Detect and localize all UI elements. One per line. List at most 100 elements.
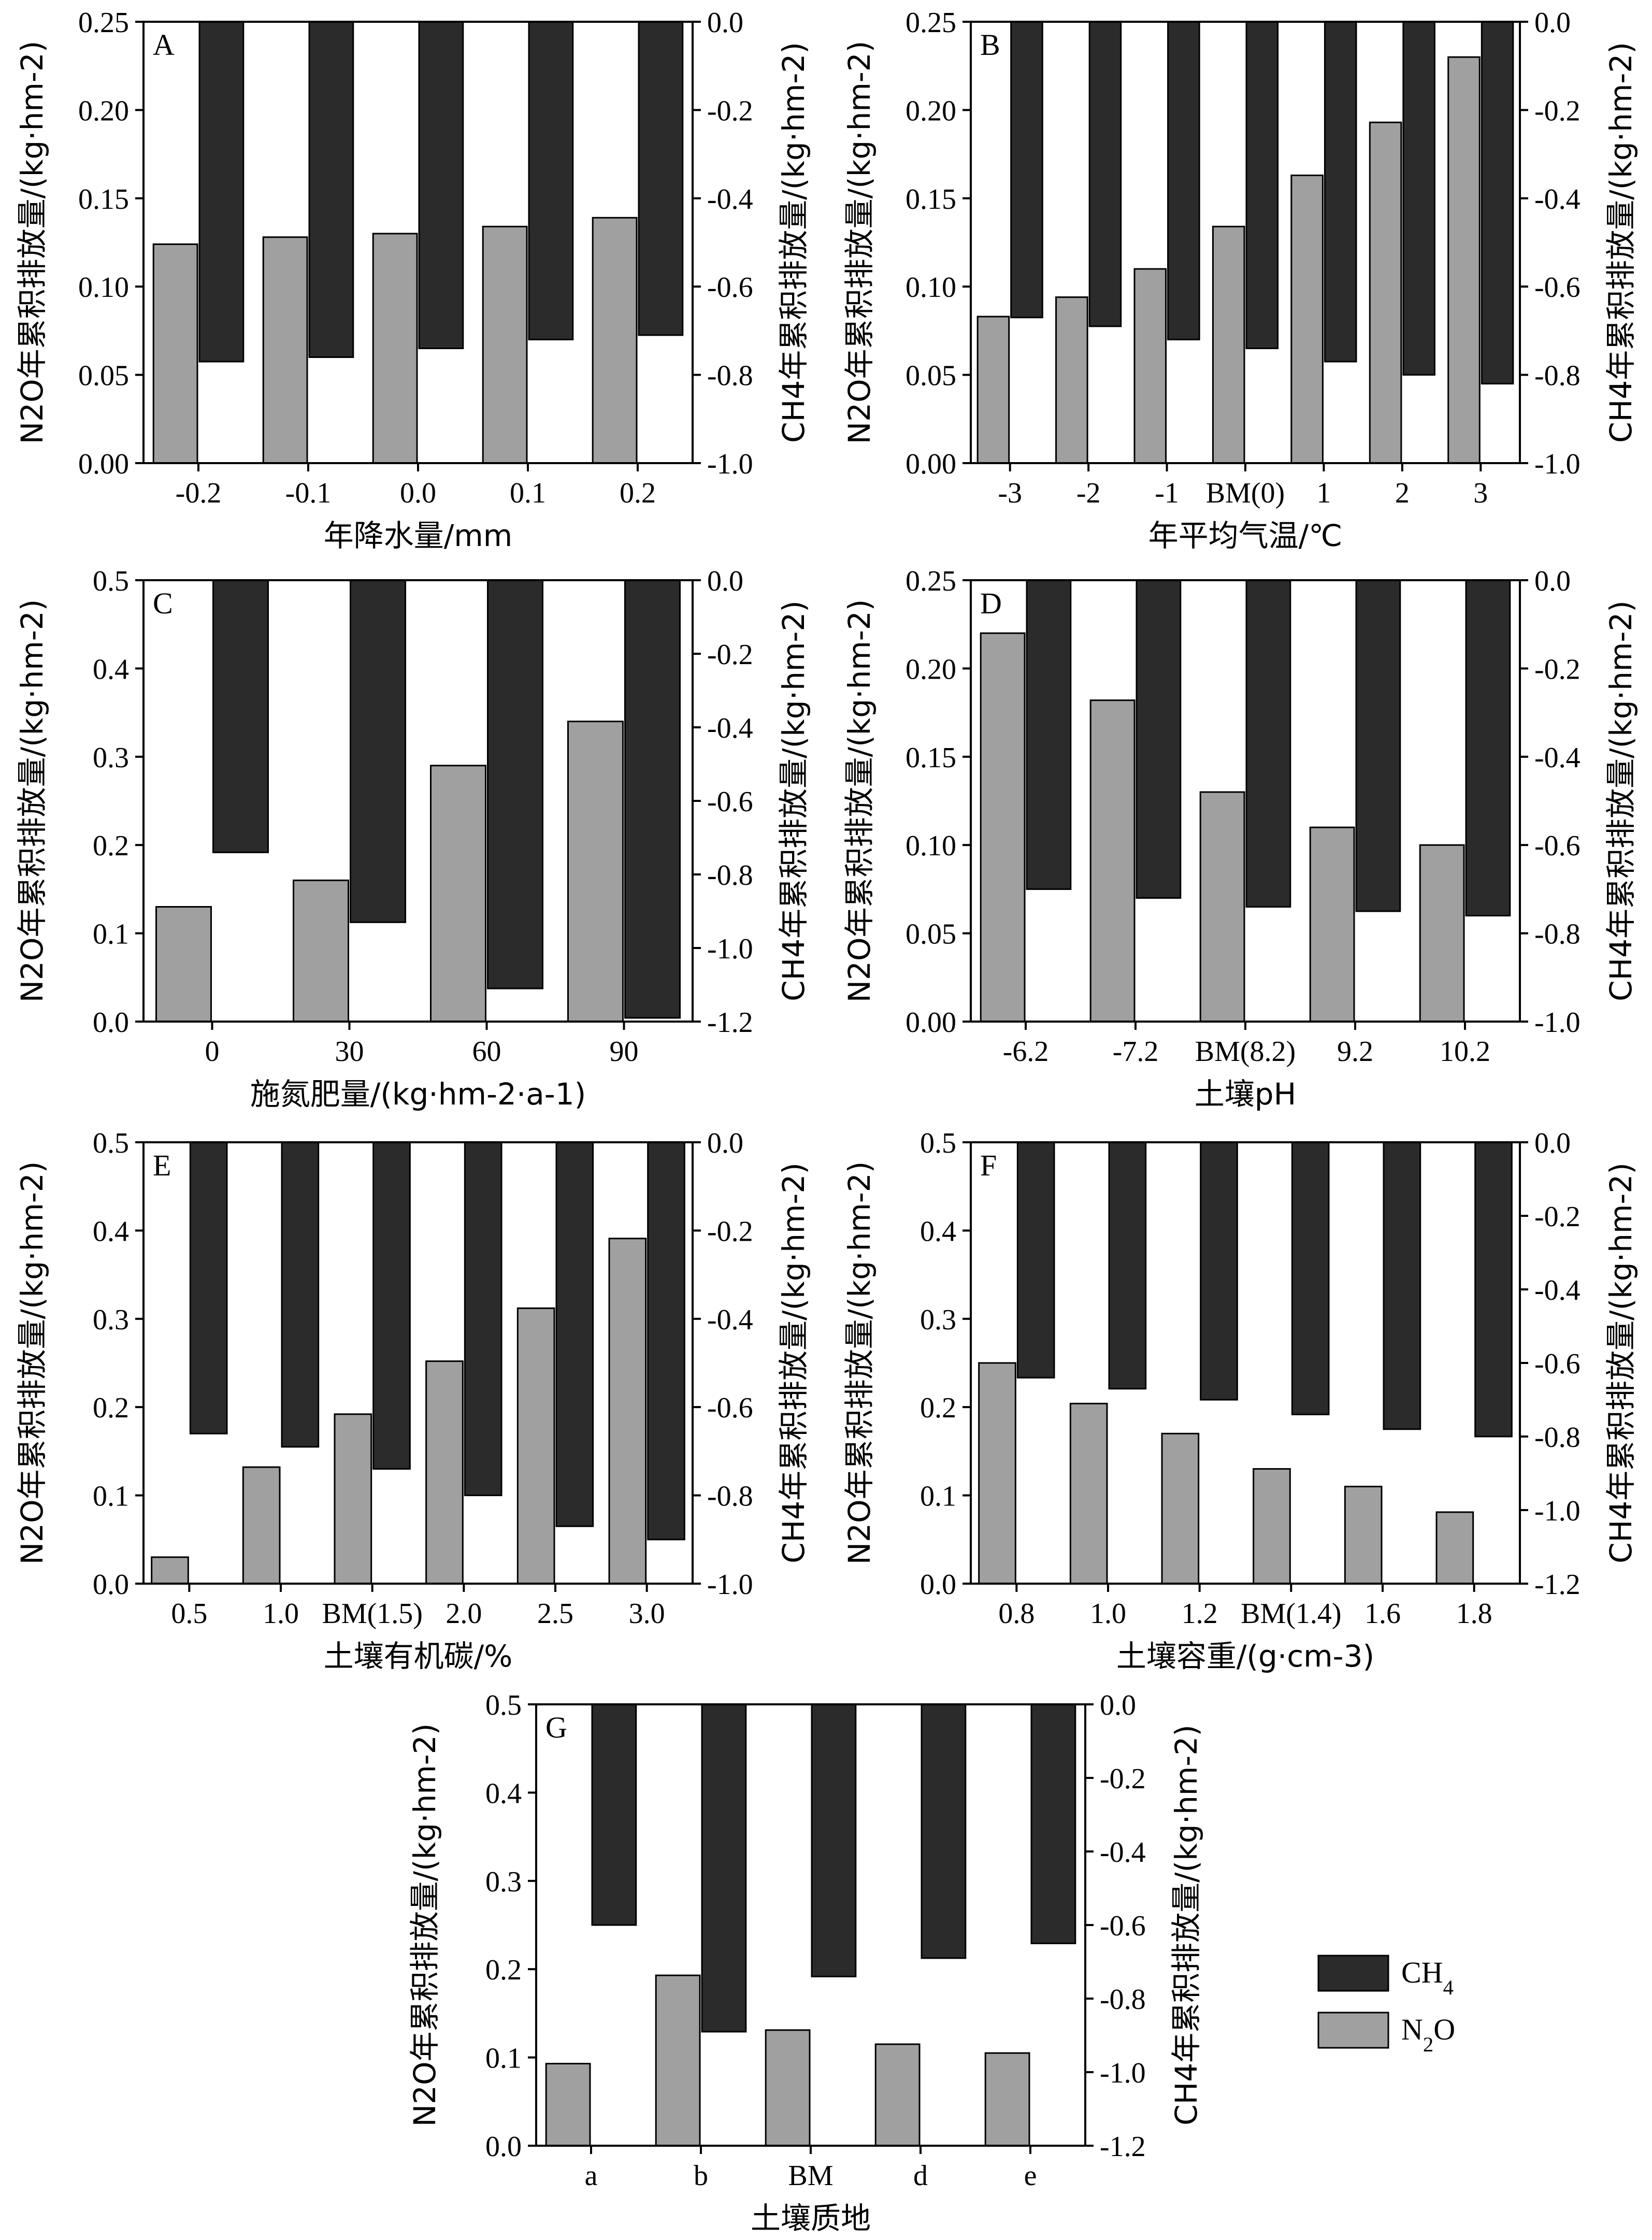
bar-n2o-g-0 bbox=[545, 2063, 591, 2147]
bar-n2o-b-6 bbox=[1447, 56, 1481, 464]
y-left-tick-label: 0.00 bbox=[906, 448, 956, 480]
y-left-tick-label: 0.00 bbox=[78, 448, 129, 480]
y-axis-title-left: N2O年累积排放量/(kg·hm-2) bbox=[15, 599, 50, 1003]
plot-frame bbox=[142, 1141, 694, 1585]
bar-n2o-a-1 bbox=[262, 236, 308, 464]
y-left-tick-label: 0.3 bbox=[93, 742, 129, 774]
y-right-tick-label: -0.2 bbox=[707, 1215, 753, 1247]
y-right-tick-label: -0.4 bbox=[1534, 742, 1581, 774]
panel-letter: C bbox=[153, 586, 173, 620]
bar-n2o-e-3 bbox=[425, 1360, 464, 1585]
bar-ch4-c-2 bbox=[487, 579, 543, 989]
x-tick-label: 10.2 bbox=[1440, 1036, 1490, 1068]
y-axis-title-left: N2O年累积排放量/(kg·hm-2) bbox=[15, 41, 50, 444]
bar-n2o-b-0 bbox=[976, 315, 1010, 464]
y-left-tick-label: 0.1 bbox=[920, 1481, 956, 1513]
y-right-tick-label: -0.8 bbox=[707, 360, 753, 392]
bar-n2o-c-0 bbox=[155, 906, 212, 1023]
y-right-tick-label: -0.4 bbox=[707, 712, 753, 744]
y-right-tick-label: -1.2 bbox=[1534, 1569, 1581, 1601]
y-right-tick-label: -0.6 bbox=[1534, 271, 1581, 304]
bar-n2o-d-2 bbox=[1199, 791, 1245, 1023]
y-left-tick-label: 0.20 bbox=[906, 95, 956, 127]
x-tick-label: -3 bbox=[998, 477, 1022, 509]
y-left-tick-label: 0.2 bbox=[93, 1392, 129, 1424]
y-left-tick-label: 0.0 bbox=[920, 1569, 956, 1601]
y-left-tick-label: 0.0 bbox=[93, 1007, 129, 1039]
bar-ch4-f-2 bbox=[1200, 1141, 1238, 1401]
y-right-tick-label: -0.8 bbox=[1534, 1421, 1581, 1454]
y-right-tick-label: -1.0 bbox=[1534, 1495, 1581, 1527]
y-axis-title-left: N2O年累积排放量/(kg·hm-2) bbox=[842, 41, 877, 444]
y-right-tick-label: -1.0 bbox=[707, 933, 753, 965]
x-tick-label: b bbox=[694, 2160, 708, 2192]
y-right-tick-label: 0.0 bbox=[707, 565, 743, 597]
x-tick-label: BM bbox=[788, 2160, 833, 2192]
y-right-tick-label: -0.6 bbox=[1534, 1348, 1581, 1380]
y-right-tick-label: -0.2 bbox=[1534, 653, 1581, 685]
bar-ch4-f-4 bbox=[1383, 1141, 1421, 1430]
y-left-tick-label: 0.4 bbox=[920, 1215, 956, 1247]
x-tick-label: 0.5 bbox=[171, 1598, 207, 1630]
y-right-tick-label: -0.8 bbox=[1534, 918, 1581, 951]
bar-n2o-e-0 bbox=[151, 1556, 189, 1585]
bar-ch4-a-3 bbox=[528, 21, 574, 340]
y-left-tick-label: 0.25 bbox=[78, 7, 129, 39]
y-axis-title-left: N2O年累积排放量/(kg·hm-2) bbox=[407, 1724, 442, 2127]
bar-ch4-d-1 bbox=[1136, 579, 1182, 899]
x-tick-label: -6.2 bbox=[1003, 1036, 1049, 1068]
y-left-tick-label: 0.25 bbox=[906, 565, 956, 597]
x-tick-label: 0.2 bbox=[620, 477, 656, 509]
y-left-tick-label: 0.4 bbox=[485, 1777, 522, 1810]
y-left-tick-label: 0.1 bbox=[93, 1481, 129, 1513]
bar-ch4-f-3 bbox=[1291, 1141, 1330, 1415]
y-axis-title-right: CH4年累积排放量/(kg·hm-2) bbox=[776, 600, 811, 1001]
bar-ch4-f-0 bbox=[1016, 1141, 1055, 1379]
y-left-tick-label: 0.10 bbox=[906, 271, 956, 304]
panel-letter: G bbox=[545, 1711, 567, 1744]
bar-ch4-b-0 bbox=[1010, 21, 1043, 319]
y-right-tick-label: -0.8 bbox=[707, 1481, 753, 1513]
y-right-tick-label: -0.8 bbox=[1100, 1984, 1146, 2016]
y-left-tick-label: 0.5 bbox=[93, 1127, 129, 1159]
y-right-tick-label: -0.6 bbox=[707, 271, 753, 304]
legend-label-n2o: N2O bbox=[1401, 2013, 1455, 2056]
y-left-tick-label: 0.1 bbox=[93, 918, 129, 951]
y-right-tick-label: 0.0 bbox=[1534, 1127, 1571, 1159]
legend-swatch-n2o bbox=[1317, 2012, 1389, 2049]
x-tick-label: -1 bbox=[1155, 477, 1179, 509]
y-left-tick-label: 0.05 bbox=[78, 360, 129, 392]
x-tick-label: 2.0 bbox=[446, 1598, 482, 1630]
x-tick-label: 0 bbox=[205, 1036, 220, 1068]
y-right-tick-label: 0.0 bbox=[1534, 7, 1571, 39]
x-axis-title: 施氮肥量/(kg·hm-2·a-1) bbox=[250, 1076, 586, 1112]
bar-ch4-e-5 bbox=[647, 1141, 685, 1541]
bar-n2o-d-4 bbox=[1419, 844, 1465, 1023]
x-tick-label: 3.0 bbox=[629, 1598, 665, 1630]
y-right-tick-label: -0.2 bbox=[707, 95, 753, 127]
bar-n2o-g-3 bbox=[874, 2043, 921, 2147]
bar-n2o-a-2 bbox=[372, 233, 418, 464]
bar-ch4-c-1 bbox=[350, 579, 406, 923]
bar-n2o-c-3 bbox=[567, 721, 624, 1023]
x-tick-label: 0.1 bbox=[510, 477, 546, 509]
x-tick-label: BM(8.2) bbox=[1195, 1036, 1296, 1068]
y-left-tick-label: 0.2 bbox=[485, 1954, 522, 1986]
x-tick-label: -0.2 bbox=[176, 477, 222, 509]
x-axis-title: 土壤容重/(g·cm-3) bbox=[1116, 1639, 1374, 1674]
bar-n2o-a-4 bbox=[592, 217, 638, 464]
bar-n2o-d-1 bbox=[1089, 699, 1136, 1023]
bar-n2o-g-4 bbox=[984, 2052, 1030, 2147]
chart-panel-e: 0.5 1.0 BM(1.5) 2.0 2.5 3.0 0.0 0.1 0.2 0.3 0.4 0.5… bbox=[15, 1127, 811, 1674]
y-axis-title-right: CH4年累积排放量/(kg·hm-2) bbox=[1603, 600, 1639, 1001]
y-right-tick-label: -1.0 bbox=[707, 448, 753, 480]
bar-ch4-e-2 bbox=[372, 1141, 411, 1470]
y-right-tick-label: -0.4 bbox=[1534, 1274, 1581, 1306]
y-left-tick-label: 0.2 bbox=[93, 830, 129, 862]
chart-panel-f: 0.8 1.0 1.2 BM(1.4) 1.6 1.8 0.0 0.1 0.2 0.3 0.4 0.5… bbox=[842, 1127, 1639, 1674]
legend-label-ch4: CH4 bbox=[1401, 1956, 1454, 1999]
bar-ch4-d-4 bbox=[1465, 579, 1511, 917]
x-tick-label: e bbox=[1024, 2160, 1037, 2192]
y-right-tick-label: -1.0 bbox=[1534, 1007, 1581, 1039]
x-tick-label: 3 bbox=[1473, 477, 1488, 509]
